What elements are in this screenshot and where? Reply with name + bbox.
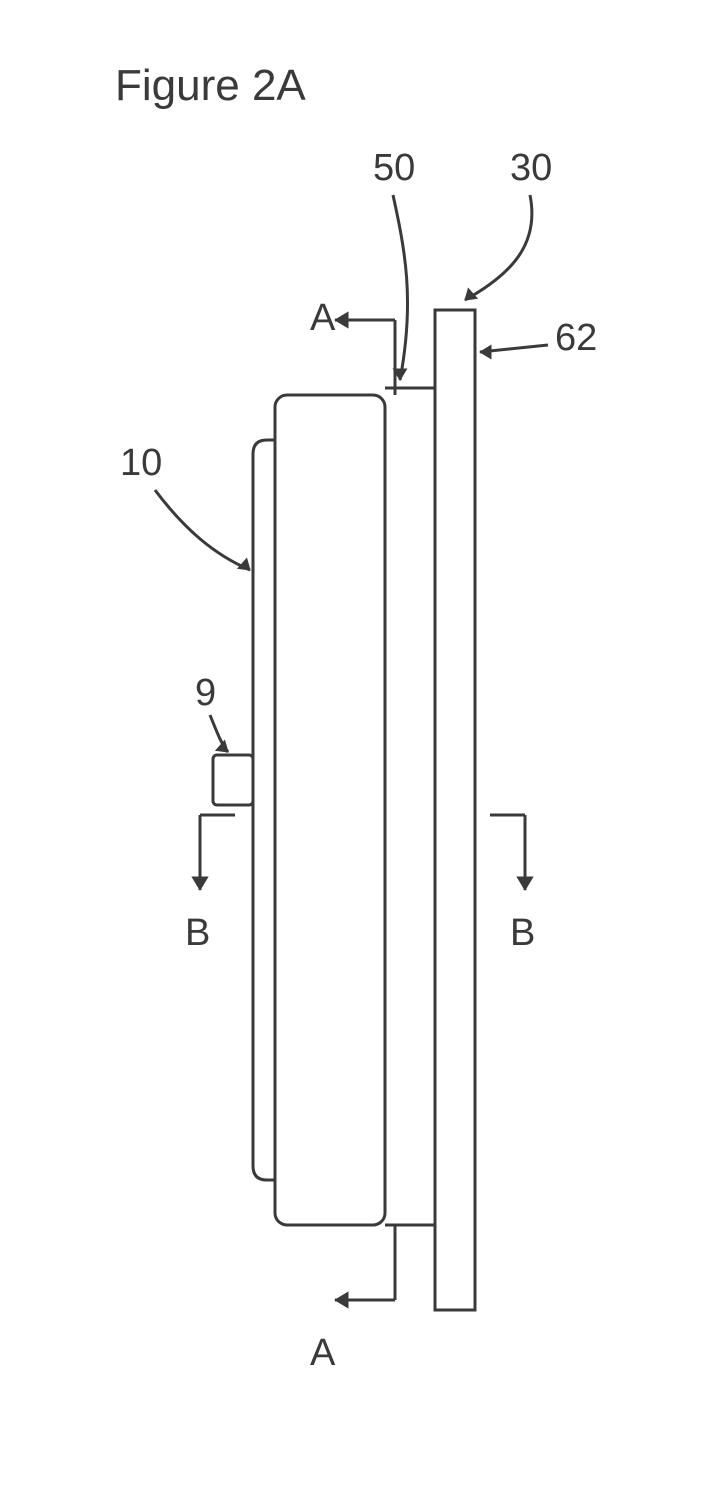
callout-50-label: 50: [373, 147, 415, 189]
figure-title: Figure 2A: [115, 61, 306, 110]
side-button: [213, 755, 253, 805]
inner-body: [275, 395, 385, 1225]
section-B-left-label: B: [185, 912, 210, 954]
outer-plate: [435, 310, 475, 1310]
section-B-right-label: B: [510, 912, 535, 954]
callout-30-label: 30: [510, 147, 552, 189]
section-A-bottom-label: A: [310, 1332, 336, 1374]
callout-10-leader: [155, 490, 250, 570]
callout-10-label: 10: [120, 442, 162, 484]
callout-30-leader: [465, 195, 532, 300]
callout-9-label: 9: [195, 672, 216, 714]
section-A-top-label: A: [310, 297, 336, 339]
callout-62-label: 62: [555, 317, 597, 359]
front-bezel: [253, 440, 275, 1180]
